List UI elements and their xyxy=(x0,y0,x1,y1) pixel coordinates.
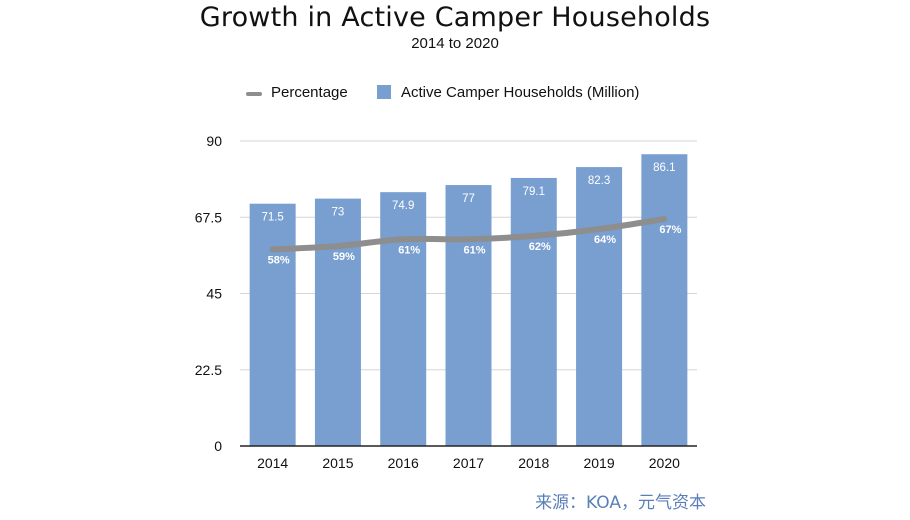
y-tick-label: 90 xyxy=(206,133,222,149)
source-note: 来源：KOA，元气资本 xyxy=(535,493,706,513)
bar xyxy=(576,167,623,446)
y-tick-label: 67.5 xyxy=(195,209,222,225)
percentage-label: 62% xyxy=(529,241,551,253)
bar-value-label: 71.5 xyxy=(261,212,283,224)
bar-value-label: 86.1 xyxy=(653,162,675,174)
legend-bar-swatch xyxy=(377,85,391,99)
bar-value-label: 77 xyxy=(462,193,475,205)
x-tick-label: 2018 xyxy=(518,455,549,471)
bar-value-label: 73 xyxy=(332,207,345,219)
percentage-label: 59% xyxy=(333,251,355,263)
x-tick-label: 2015 xyxy=(322,455,353,471)
x-tick-label: 2017 xyxy=(453,455,484,471)
legend-line-swatch xyxy=(246,92,262,96)
percentage-label: 58% xyxy=(268,254,290,266)
bar xyxy=(249,203,296,446)
bar xyxy=(641,154,688,446)
bar xyxy=(445,185,492,447)
y-tick-label: 45 xyxy=(206,286,222,302)
legend-label-percentage: Percentage xyxy=(271,84,348,101)
x-tick-label: 2016 xyxy=(388,455,419,471)
bar-value-label: 82.3 xyxy=(588,175,610,187)
x-tick-label: 2014 xyxy=(257,455,288,471)
percentage-label: 61% xyxy=(398,244,420,256)
bar-value-label: 74.9 xyxy=(392,200,414,212)
percentage-label: 61% xyxy=(463,244,485,256)
bar xyxy=(314,198,361,446)
bar xyxy=(510,177,557,446)
percentage-label: 67% xyxy=(659,224,681,236)
bar-value-label: 79.1 xyxy=(523,186,545,198)
percentage-label: 64% xyxy=(594,234,616,246)
chart-subtitle: 2014 to 2020 xyxy=(411,35,499,52)
y-tick-label: 0 xyxy=(214,438,222,454)
chart-title: Growth in Active Camper Households xyxy=(199,2,711,33)
percentage-line xyxy=(269,215,668,253)
legend-label-households: Active Camper Households (Million) xyxy=(401,84,640,101)
y-tick-label: 22.5 xyxy=(195,362,222,378)
bar xyxy=(380,192,427,446)
x-tick-label: 2019 xyxy=(583,455,614,471)
x-tick-label: 2020 xyxy=(649,455,680,471)
